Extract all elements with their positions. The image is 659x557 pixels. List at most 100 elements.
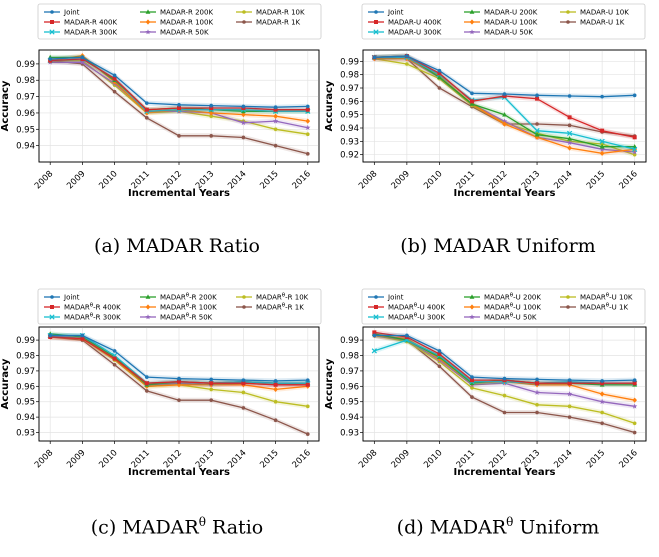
data-point	[469, 380, 475, 386]
caption-c-post: Ratio	[205, 516, 264, 539]
series-400K	[48, 334, 310, 388]
data-point	[599, 150, 605, 156]
series-band	[374, 54, 635, 152]
data-point	[177, 106, 181, 111]
legend-label: MADAR-R 50K	[160, 29, 209, 37]
legend-label: Joint	[387, 9, 404, 17]
x-tick-label: 2014	[552, 169, 574, 191]
data-point	[437, 86, 442, 90]
data-point	[273, 143, 278, 148]
legend-marker	[145, 9, 151, 14]
legend-marker	[373, 29, 379, 35]
legend-marker	[374, 305, 378, 309]
legend-label: MADARθ-R 1K	[256, 303, 304, 312]
x-tick-label: 2009	[390, 448, 412, 470]
legend-label: MADARθ-U 100K	[484, 303, 541, 312]
legend-box	[361, 288, 646, 325]
data-point	[502, 393, 507, 398]
legend-label: MADARθ-R 300K	[64, 313, 121, 322]
legend-label: MADAR-U 10K	[580, 9, 629, 17]
data-point	[632, 146, 638, 152]
y-tick-label: 0.93	[340, 429, 359, 439]
legend-marker	[374, 20, 378, 24]
y-axis-label: Accuracy	[324, 358, 335, 409]
data-point	[600, 94, 604, 99]
legend-box	[37, 288, 322, 325]
x-tick-label: 2016	[291, 169, 313, 191]
data-point	[502, 92, 507, 96]
data-point	[535, 402, 539, 407]
caption-d-text: (d) MADAR	[396, 516, 507, 539]
data-point	[405, 62, 409, 66]
legend-label: MADAR-R 200K	[160, 9, 213, 17]
data-point	[209, 377, 213, 382]
x-tick-label: 2009	[390, 169, 412, 191]
x-tick-label: 2008	[357, 169, 379, 191]
data-point	[306, 378, 310, 382]
legend-label: MADAR-R 10K	[256, 9, 305, 17]
data-point	[501, 118, 508, 124]
y-tick-label: 0.97	[340, 84, 359, 94]
data-point	[535, 381, 540, 386]
data-point	[567, 123, 572, 128]
x-axis-label: Incremental Years	[128, 188, 230, 199]
data-point	[306, 404, 310, 409]
data-point	[599, 138, 605, 144]
data-point	[273, 379, 278, 383]
y-tick-label: 0.93	[340, 137, 359, 147]
data-point	[273, 127, 278, 132]
caption-d: (d) MADARθ Uniform	[378, 515, 618, 538]
data-point	[209, 398, 213, 402]
chart-panel-3: 0.93 0.94 0.95 0.96 0.97 0.98 0.99 2008 2009 2010…	[324, 326, 647, 478]
legend-marker	[373, 314, 379, 320]
x-axis-label: Incremental Years	[454, 467, 556, 478]
data-point	[470, 395, 474, 399]
data-point	[177, 376, 181, 381]
y-tick-label: 0.94	[16, 142, 35, 152]
legend-0: Joint MADAR-R 400K MADAR-R 300K MADAR-R 200…	[37, 3, 322, 40]
data-point	[305, 382, 310, 387]
x-tick-label: 2008	[33, 169, 55, 191]
y-tick-label: 0.97	[16, 367, 35, 377]
y-tick-label: 0.98	[340, 352, 359, 362]
legend-label: MADARθ-R 100K	[160, 303, 217, 312]
legend-marker	[49, 314, 55, 320]
data-point	[632, 135, 637, 140]
legend-label: MADARθ-R 200K	[160, 293, 217, 302]
x-tick-label: 2009	[65, 169, 87, 191]
data-point	[566, 391, 573, 397]
data-point	[145, 116, 149, 120]
y-tick-label: 0.93	[16, 429, 35, 439]
data-point	[306, 152, 310, 156]
data-point	[632, 430, 637, 435]
data-point	[534, 128, 540, 134]
data-point	[145, 389, 149, 393]
data-point	[241, 390, 246, 395]
legend-marker	[242, 10, 246, 14]
data-point	[209, 106, 214, 111]
data-point	[437, 354, 442, 359]
legend-label: MADAR-R 400K	[64, 19, 117, 27]
data-point	[437, 71, 442, 76]
data-point	[177, 134, 181, 138]
data-point	[567, 378, 572, 382]
data-point	[177, 379, 181, 384]
series-band	[374, 53, 635, 100]
legend-label: MADARθ-U 1K	[580, 303, 628, 312]
data-point	[600, 128, 605, 133]
data-point	[600, 142, 604, 146]
legend-marker	[242, 305, 246, 309]
x-tick-label: 2015	[258, 448, 280, 470]
x-tick-label: 2008	[33, 448, 55, 470]
data-point	[470, 91, 474, 96]
series-band	[374, 333, 635, 384]
legend-label: Joint	[387, 294, 404, 302]
data-point	[209, 114, 213, 119]
data-point	[535, 122, 539, 126]
data-point	[145, 101, 149, 105]
y-tick-label: 0.96	[16, 382, 35, 392]
data-point	[534, 389, 540, 395]
data-point	[241, 378, 246, 382]
